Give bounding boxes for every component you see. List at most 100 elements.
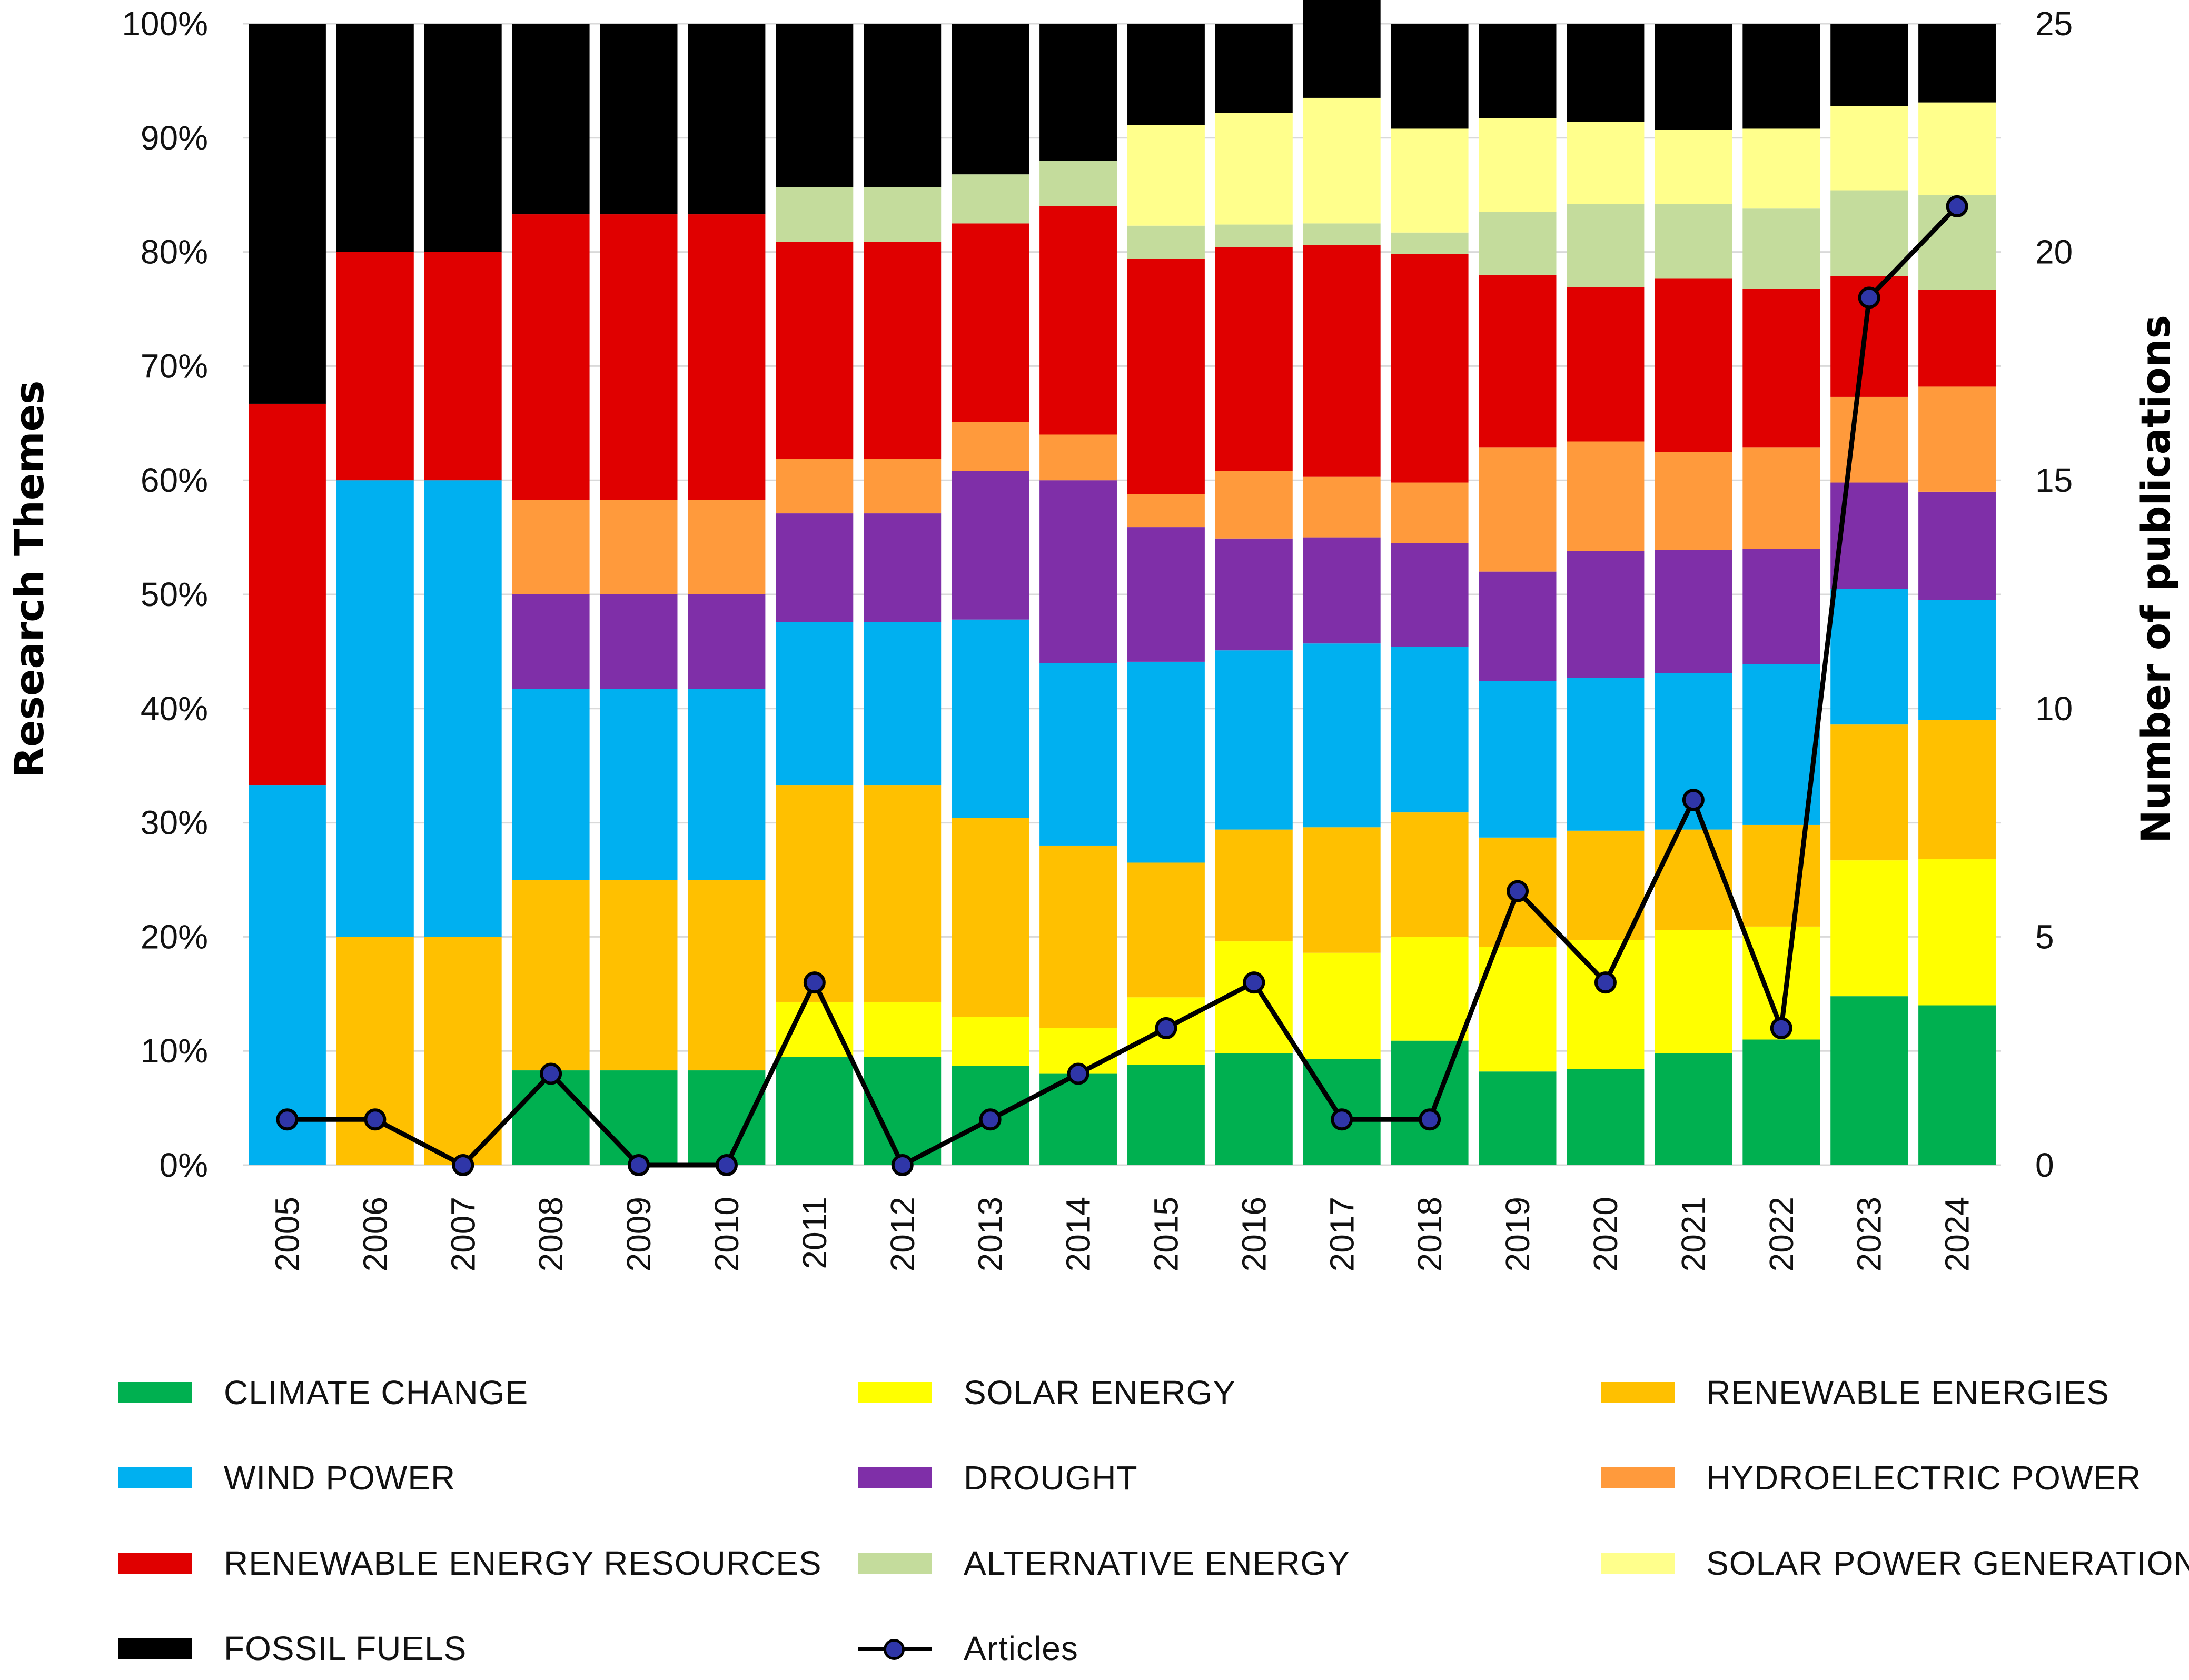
x-tick-label: 2023: [1850, 1197, 1888, 1271]
bar-segment-renewable-energies: [1127, 862, 1205, 997]
articles-marker: [1069, 1065, 1088, 1083]
articles-marker: [1684, 790, 1703, 809]
bar-segment-drought: [1567, 551, 1645, 678]
bar-segment-fossil-fuels: [688, 24, 766, 214]
x-tick-label: 2010: [708, 1197, 746, 1271]
bar-segment-renewable-energy-resources: [600, 214, 678, 500]
bar-segment-fossil-fuels: [952, 24, 1029, 174]
bar-segment-drought: [512, 594, 590, 689]
right-axis-title: Number of publications: [2132, 315, 2179, 843]
bar-segment-hydroelectric-power: [1039, 434, 1117, 480]
bar-segment-wind-power: [864, 622, 941, 785]
legend-swatch: [118, 1638, 192, 1659]
bar-segment-fossil-fuels: [249, 24, 326, 404]
bar-segment-renewable-energies: [688, 880, 766, 1070]
bar-segment-solar-power-generation: [1479, 118, 1557, 212]
bar-segment-fossil-fuels: [1830, 24, 1908, 106]
x-tick-label: 2015: [1147, 1197, 1185, 1271]
legend-label: SOLAR ENERGY: [964, 1373, 1236, 1412]
bar-segment-climate-change: [1918, 1005, 1996, 1165]
legend-item-hydroelectric-power: HYDROELECTRIC POWER: [1601, 1454, 2141, 1502]
legend-swatch: [118, 1382, 192, 1403]
legend-item-articles: Articles: [858, 1625, 1078, 1672]
legend-label: Articles: [964, 1629, 1078, 1668]
bar-segment-hydroelectric-power: [1215, 471, 1293, 539]
bar-segment-drought: [1391, 543, 1469, 647]
legend-swatch: [858, 1553, 932, 1574]
bar-segment-drought: [1215, 539, 1293, 650]
bar-segment-wind-power: [336, 480, 414, 937]
bar-segment-renewable-energies: [1655, 830, 1732, 930]
left-tick-label: 20%: [141, 918, 208, 956]
bar-segment-solar-power-generation: [1655, 130, 1732, 204]
bar-segment-renewable-energies: [952, 818, 1029, 1017]
bar-segment-hydroelectric-power: [1655, 452, 1732, 550]
bar-segment-hydroelectric-power: [1830, 397, 1908, 483]
bar-segment-climate-change: [1215, 1053, 1293, 1165]
articles-marker: [1948, 197, 1967, 216]
bar-segment-alternative-energy: [1391, 233, 1469, 254]
left-tick-label: 0%: [160, 1146, 209, 1184]
bar-segment-wind-power: [512, 689, 590, 880]
bar-segment-solar-power-generation: [1303, 98, 1381, 223]
legend-label: FOSSIL FUELS: [224, 1629, 467, 1668]
legend-label: RENEWABLE ENERGY RESOURCES: [224, 1544, 822, 1583]
articles-marker: [365, 1110, 384, 1129]
bar-segment-renewable-energy-resources: [776, 242, 853, 459]
bar-segment-renewable-energy-resources: [1567, 287, 1645, 442]
bar-segment-wind-power: [600, 689, 678, 880]
legend-label: SOLAR POWER GENERATION: [1706, 1544, 2189, 1583]
bar-segment-wind-power: [1830, 589, 1908, 724]
x-tick-label: 2020: [1587, 1197, 1625, 1271]
articles-marker: [1772, 1019, 1791, 1038]
x-tick-label: 2013: [972, 1197, 1009, 1271]
legend-item-renewable-energy-resources: RENEWABLE ENERGY RESOURCES: [118, 1539, 822, 1587]
bar-segment-hydroelectric-power: [1918, 386, 1996, 491]
bar-segment-hydroelectric-power: [1303, 477, 1381, 538]
bar-segment-climate-change: [688, 1070, 766, 1165]
x-tick-label: 2016: [1235, 1197, 1273, 1271]
bar-segment-solar-power-generation: [1127, 125, 1205, 226]
bar-segment-solar-energy: [952, 1017, 1029, 1066]
bar-segment-drought: [688, 594, 766, 689]
legend-swatch: [858, 1467, 932, 1488]
bars: [249, 0, 1996, 1165]
bar-segment-renewable-energy-resources: [424, 252, 502, 481]
articles-marker: [717, 1156, 736, 1175]
bar-segment-alternative-energy: [1039, 161, 1117, 206]
bar-segment-renewable-energy-resources: [249, 404, 326, 785]
x-tick-label: 2021: [1675, 1197, 1712, 1271]
left-axis: 0%10%20%30%40%50%60%70%80%90%100%: [122, 5, 208, 1184]
legend-swatch: [1601, 1553, 1675, 1574]
bar-segment-hydroelectric-power: [1127, 494, 1205, 527]
bar-segment-alternative-energy: [1479, 212, 1557, 275]
bar-segment-renewable-energy-resources: [1655, 278, 1732, 452]
bar-segment-wind-power: [1391, 647, 1469, 812]
x-tick-label: 2019: [1499, 1197, 1537, 1271]
bar-segment-renewable-energies: [776, 785, 853, 1002]
right-axis: 0510152025: [2035, 5, 2073, 1184]
x-tick-label: 2014: [1059, 1197, 1097, 1271]
bar-segment-hydroelectric-power: [512, 500, 590, 594]
bar-segment-wind-power: [1479, 681, 1557, 838]
gridlines: [243, 24, 2001, 1165]
bar-segment-drought: [1918, 492, 1996, 600]
bar-segment-renewable-energy-resources: [1039, 206, 1117, 435]
legend-item-climate-change: CLIMATE CHANGE: [118, 1369, 528, 1416]
x-tick-label: 2024: [1938, 1197, 1976, 1271]
bar-segment-renewable-energies: [864, 785, 941, 1002]
legend-swatch: [118, 1553, 192, 1574]
x-tick-label: 2022: [1762, 1197, 1800, 1271]
bar-segment-alternative-energy: [1742, 208, 1820, 289]
bar-segment-renewable-energy-resources: [1215, 247, 1293, 471]
bar-segment-wind-power: [1918, 600, 1996, 720]
x-tick-label: 2005: [268, 1197, 306, 1271]
legend-item-renewable-energies: RENEWABLE ENERGIES: [1601, 1369, 2109, 1416]
articles-marker: [981, 1110, 1000, 1129]
left-tick-label: 60%: [141, 461, 208, 499]
bar-segment-renewable-energy-resources: [1127, 259, 1205, 494]
bar-segment-wind-power: [688, 689, 766, 880]
left-tick-label: 70%: [141, 347, 208, 385]
bar-segment-fossil-fuels: [1655, 24, 1732, 130]
bar-segment-fossil-fuels: [1391, 24, 1469, 128]
